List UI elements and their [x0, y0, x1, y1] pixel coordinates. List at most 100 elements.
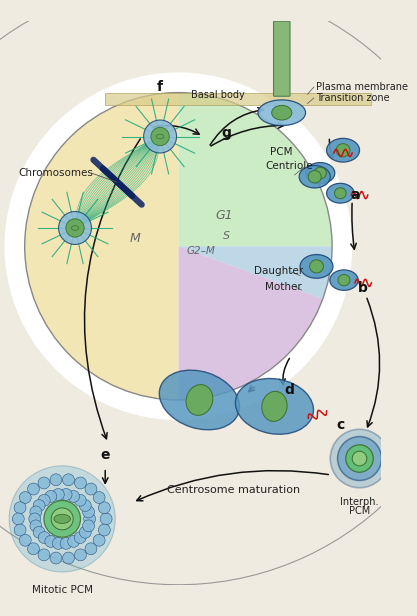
Circle shape	[30, 506, 42, 518]
Circle shape	[13, 513, 24, 525]
Circle shape	[98, 502, 110, 514]
Circle shape	[330, 429, 389, 488]
Circle shape	[74, 532, 86, 543]
Ellipse shape	[262, 391, 287, 421]
Circle shape	[75, 477, 86, 489]
Text: Interph.: Interph.	[340, 497, 379, 507]
Circle shape	[79, 526, 91, 538]
Text: S: S	[224, 231, 231, 241]
Text: M: M	[130, 232, 141, 245]
Circle shape	[83, 506, 95, 518]
Circle shape	[68, 490, 80, 503]
Ellipse shape	[327, 184, 354, 203]
Circle shape	[85, 543, 97, 555]
Ellipse shape	[156, 134, 164, 139]
Circle shape	[38, 477, 50, 489]
Ellipse shape	[300, 254, 333, 278]
Text: Mitotic PCM: Mitotic PCM	[32, 585, 93, 595]
Wedge shape	[178, 246, 323, 400]
Circle shape	[66, 219, 84, 237]
Circle shape	[29, 513, 41, 525]
Circle shape	[98, 524, 110, 536]
Text: Plasma membrane: Plasma membrane	[316, 82, 407, 92]
Circle shape	[63, 552, 74, 564]
Circle shape	[60, 537, 72, 549]
Circle shape	[100, 513, 112, 525]
Circle shape	[19, 492, 31, 503]
Circle shape	[346, 445, 373, 472]
Circle shape	[53, 488, 64, 500]
Circle shape	[38, 532, 50, 543]
Text: e: e	[100, 447, 110, 461]
Circle shape	[63, 474, 74, 486]
Text: PCM: PCM	[349, 506, 370, 516]
Text: Chromosomes: Chromosomes	[18, 168, 93, 178]
Circle shape	[68, 535, 80, 547]
Circle shape	[14, 524, 26, 536]
Circle shape	[79, 500, 91, 511]
Circle shape	[28, 483, 39, 495]
Circle shape	[50, 552, 62, 564]
Text: g: g	[221, 126, 231, 139]
Text: c: c	[336, 418, 344, 432]
Ellipse shape	[338, 275, 350, 286]
Ellipse shape	[71, 225, 79, 230]
Circle shape	[51, 508, 73, 530]
Circle shape	[75, 549, 86, 561]
Circle shape	[45, 535, 57, 547]
Circle shape	[33, 500, 45, 511]
Circle shape	[14, 502, 26, 514]
Ellipse shape	[306, 163, 335, 184]
Text: G2–M: G2–M	[187, 246, 216, 256]
Circle shape	[28, 543, 39, 555]
Circle shape	[45, 490, 57, 503]
FancyBboxPatch shape	[274, 21, 290, 96]
Wedge shape	[178, 246, 332, 299]
Circle shape	[50, 474, 62, 486]
Text: Transition zone: Transition zone	[316, 93, 389, 103]
Ellipse shape	[299, 166, 330, 188]
Text: Basal body: Basal body	[191, 91, 245, 100]
Ellipse shape	[159, 370, 239, 430]
Text: f: f	[157, 79, 163, 94]
Circle shape	[85, 483, 97, 495]
Wedge shape	[25, 92, 178, 400]
Circle shape	[30, 520, 42, 532]
Text: Centriole: Centriole	[265, 161, 313, 171]
Circle shape	[60, 488, 72, 500]
Ellipse shape	[309, 260, 324, 273]
Circle shape	[83, 520, 95, 532]
Ellipse shape	[308, 171, 321, 183]
Ellipse shape	[258, 100, 306, 126]
Circle shape	[9, 466, 115, 572]
Circle shape	[5, 73, 352, 420]
Ellipse shape	[186, 384, 213, 415]
Ellipse shape	[54, 514, 70, 524]
Ellipse shape	[327, 139, 359, 162]
Text: d: d	[284, 384, 294, 397]
Circle shape	[19, 534, 31, 546]
Ellipse shape	[334, 188, 346, 199]
Circle shape	[151, 128, 169, 145]
Circle shape	[93, 534, 105, 546]
Ellipse shape	[336, 144, 350, 157]
Bar	[105, 92, 371, 105]
Ellipse shape	[272, 105, 292, 120]
Ellipse shape	[236, 378, 314, 434]
Circle shape	[74, 494, 86, 506]
Circle shape	[58, 211, 91, 245]
Ellipse shape	[330, 270, 358, 290]
Text: Mother: Mother	[265, 282, 302, 292]
Circle shape	[53, 537, 64, 549]
Text: Daughter: Daughter	[254, 265, 304, 276]
Wedge shape	[178, 92, 332, 246]
Circle shape	[93, 492, 105, 503]
Circle shape	[84, 513, 95, 525]
Ellipse shape	[314, 167, 327, 179]
Circle shape	[143, 120, 176, 153]
Circle shape	[33, 526, 45, 538]
Circle shape	[338, 437, 382, 480]
Text: G1: G1	[215, 209, 233, 222]
Text: Centrosome maturation: Centrosome maturation	[167, 485, 300, 495]
Circle shape	[352, 451, 367, 466]
